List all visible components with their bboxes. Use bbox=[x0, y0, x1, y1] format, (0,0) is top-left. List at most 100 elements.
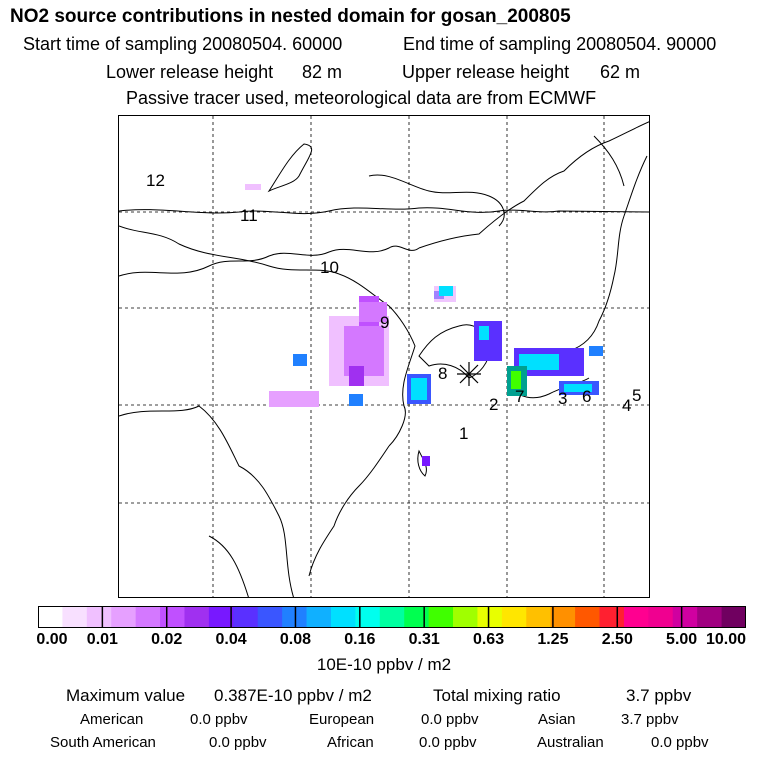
colorbar-swatch bbox=[575, 606, 601, 628]
concentration-cell bbox=[519, 354, 559, 370]
border-line bbox=[119, 405, 294, 597]
map-panel: 1 2 3 4 5 6 7 9 10 11 12 8 bbox=[118, 115, 650, 598]
colorbar-swatch bbox=[501, 606, 527, 628]
colorbar-swatch bbox=[453, 606, 478, 628]
colorbar-units: 10E-10 ppbv / m2 bbox=[316, 655, 452, 674]
border-line bbox=[119, 225, 340, 275]
region-label: 10 bbox=[320, 258, 339, 277]
receptor-label: 8 bbox=[438, 364, 447, 383]
colorbar-tick-label: 1.25 bbox=[537, 631, 569, 648]
map-canvas: 1 2 3 4 5 6 7 9 10 11 12 8 bbox=[119, 116, 649, 597]
concentration-cell bbox=[564, 384, 592, 392]
colorbar-swatch bbox=[306, 606, 332, 628]
sakhalin-coast bbox=[593, 135, 625, 187]
colorbar-swatch bbox=[379, 606, 405, 628]
receptor-marker bbox=[457, 362, 481, 386]
lower-release-label: Lower release height bbox=[106, 62, 274, 82]
colorbar-swatch bbox=[184, 606, 210, 628]
max-value-label: Maximum value bbox=[66, 686, 186, 705]
region-name-european: European bbox=[309, 711, 375, 728]
border-line bbox=[368, 174, 505, 227]
colorbar-swatch bbox=[526, 606, 552, 628]
region-label: 11 bbox=[240, 206, 258, 225]
region-label: 1 bbox=[459, 424, 468, 443]
colorbar-swatch bbox=[160, 606, 185, 628]
coastline-south bbox=[308, 445, 390, 577]
border-line bbox=[208, 535, 249, 597]
colorbar-tick-label: 2.50 bbox=[601, 631, 633, 648]
max-value: 0.387E-10 ppbv / m2 bbox=[214, 686, 372, 705]
colorbar-swatch bbox=[623, 606, 649, 628]
colorbar-swatch bbox=[282, 606, 308, 628]
concentration-cell bbox=[245, 184, 261, 190]
colorbar-swatch bbox=[111, 606, 137, 628]
colorbar-swatch bbox=[648, 606, 674, 628]
concentration-cell bbox=[269, 391, 319, 407]
colorbar-tick-label: 10.00 bbox=[705, 631, 747, 648]
concentration-cell bbox=[349, 366, 364, 386]
colorbar-swatch bbox=[208, 606, 234, 628]
colorbar-swatch bbox=[257, 606, 283, 628]
region-label: 2 bbox=[489, 395, 498, 414]
concentration-cell bbox=[479, 326, 489, 340]
region-value-european: 0.0 ppbv bbox=[421, 711, 479, 728]
concentration-cell bbox=[439, 286, 453, 296]
region-name-african: African bbox=[327, 734, 374, 751]
colorbar-swatch bbox=[404, 606, 430, 628]
start-time: Start time of sampling 20080504. 60000 bbox=[23, 34, 343, 54]
colorbar-tick-label: 0.04 bbox=[215, 631, 247, 648]
colorbar bbox=[38, 606, 746, 628]
upper-release-label: Upper release height bbox=[402, 62, 570, 82]
colorbar-swatch bbox=[135, 606, 161, 628]
border-line bbox=[119, 245, 420, 277]
region-value-african: 0.0 ppbv bbox=[419, 734, 477, 751]
total-mixing-label: Total mixing ratio bbox=[433, 686, 561, 705]
colorbar-tick-label: 0.00 bbox=[36, 631, 68, 648]
border-line bbox=[119, 207, 649, 215]
concentration-cell bbox=[511, 371, 521, 389]
region-value-american: 0.0 ppbv bbox=[190, 711, 248, 728]
lake-baikal bbox=[267, 143, 313, 193]
plot-title: NO2 source contributions in nested domai… bbox=[10, 6, 571, 27]
colorbar-tick-label: 0.08 bbox=[279, 631, 312, 648]
colorbar-swatch bbox=[428, 606, 454, 628]
colorbar-tick-label: 0.01 bbox=[86, 631, 118, 648]
colorbar-swatch bbox=[550, 606, 576, 628]
region-name-american: American bbox=[80, 711, 144, 728]
colorbar-swatch bbox=[330, 606, 356, 628]
region-label: 12 bbox=[146, 171, 165, 190]
region-label: 5 bbox=[632, 386, 641, 405]
colorbar-swatch bbox=[672, 606, 698, 628]
region-name-asian: Asian bbox=[538, 711, 576, 728]
colorbar-tick-label: 0.31 bbox=[408, 631, 440, 648]
tracer-note: Passive tracer used, meteorological data… bbox=[126, 88, 597, 108]
concentration-cell bbox=[589, 346, 603, 356]
colorbar-tick-label: 0.16 bbox=[344, 631, 376, 648]
region-label: 9 bbox=[380, 313, 389, 332]
concentration-cell bbox=[359, 302, 387, 322]
colorbar-border bbox=[38, 606, 746, 628]
region-name-australian: Australian bbox=[537, 734, 604, 751]
region-label: 7 bbox=[515, 387, 524, 406]
upper-release-value: 62 m bbox=[600, 62, 641, 82]
region-label: 4 bbox=[622, 396, 631, 415]
region-label: 3 bbox=[558, 389, 567, 408]
japan-coast bbox=[623, 155, 648, 217]
concentration-cell bbox=[422, 456, 430, 466]
region-value-asian: 3.7 ppbv bbox=[621, 711, 679, 728]
region-label: 6 bbox=[582, 387, 591, 406]
colorbar-swatch bbox=[477, 606, 503, 628]
border-line bbox=[418, 121, 649, 249]
colorbar-swatch bbox=[233, 606, 259, 628]
colorbar-swatch bbox=[62, 606, 88, 628]
colorbar-tick-label: 0.02 bbox=[151, 631, 183, 648]
concentration-cell bbox=[349, 394, 363, 406]
colorbar-swatch bbox=[86, 606, 112, 628]
colorbar-tick-label: 5.00 bbox=[666, 631, 698, 648]
region-value-australian: 0.0 ppbv bbox=[651, 734, 709, 751]
colorbar-swatch bbox=[697, 606, 723, 628]
end-time: End time of sampling 20080504. 90000 bbox=[403, 34, 717, 54]
concentration-cell bbox=[293, 354, 307, 366]
region-value-south-american: 0.0 ppbv bbox=[209, 734, 267, 751]
colorbar-swatch bbox=[355, 606, 381, 628]
